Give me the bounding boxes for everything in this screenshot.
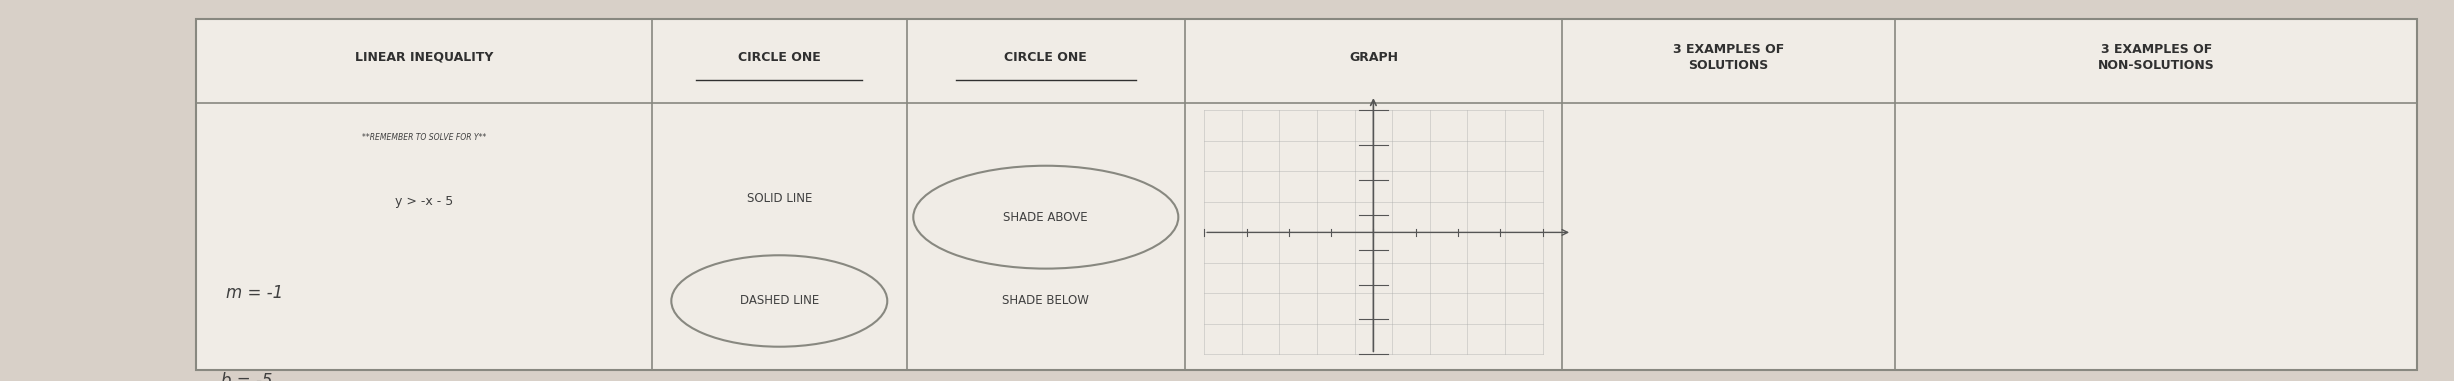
Text: GRAPH: GRAPH [1350, 51, 1399, 64]
Text: CIRCLE ONE: CIRCLE ONE [739, 51, 820, 64]
Text: 3 EXAMPLES OF
SOLUTIONS: 3 EXAMPLES OF SOLUTIONS [1674, 43, 1784, 72]
Text: b = -5: b = -5 [221, 372, 272, 381]
Text: CIRCLE ONE: CIRCLE ONE [1004, 51, 1087, 64]
Text: SHADE ABOVE: SHADE ABOVE [1004, 211, 1087, 224]
Text: y > -x - 5: y > -x - 5 [395, 195, 454, 208]
Text: **REMEMBER TO SOLVE FOR Y**: **REMEMBER TO SOLVE FOR Y** [361, 133, 486, 142]
Text: LINEAR INEQUALITY: LINEAR INEQUALITY [356, 51, 493, 64]
Text: SHADE BELOW: SHADE BELOW [1001, 295, 1090, 307]
Text: SOLID LINE: SOLID LINE [746, 192, 812, 205]
Text: 3 EXAMPLES OF
NON-SOLUTIONS: 3 EXAMPLES OF NON-SOLUTIONS [2098, 43, 2214, 72]
FancyBboxPatch shape [196, 19, 2417, 370]
Text: m = -1: m = -1 [226, 284, 282, 303]
Text: DASHED LINE: DASHED LINE [739, 295, 820, 307]
